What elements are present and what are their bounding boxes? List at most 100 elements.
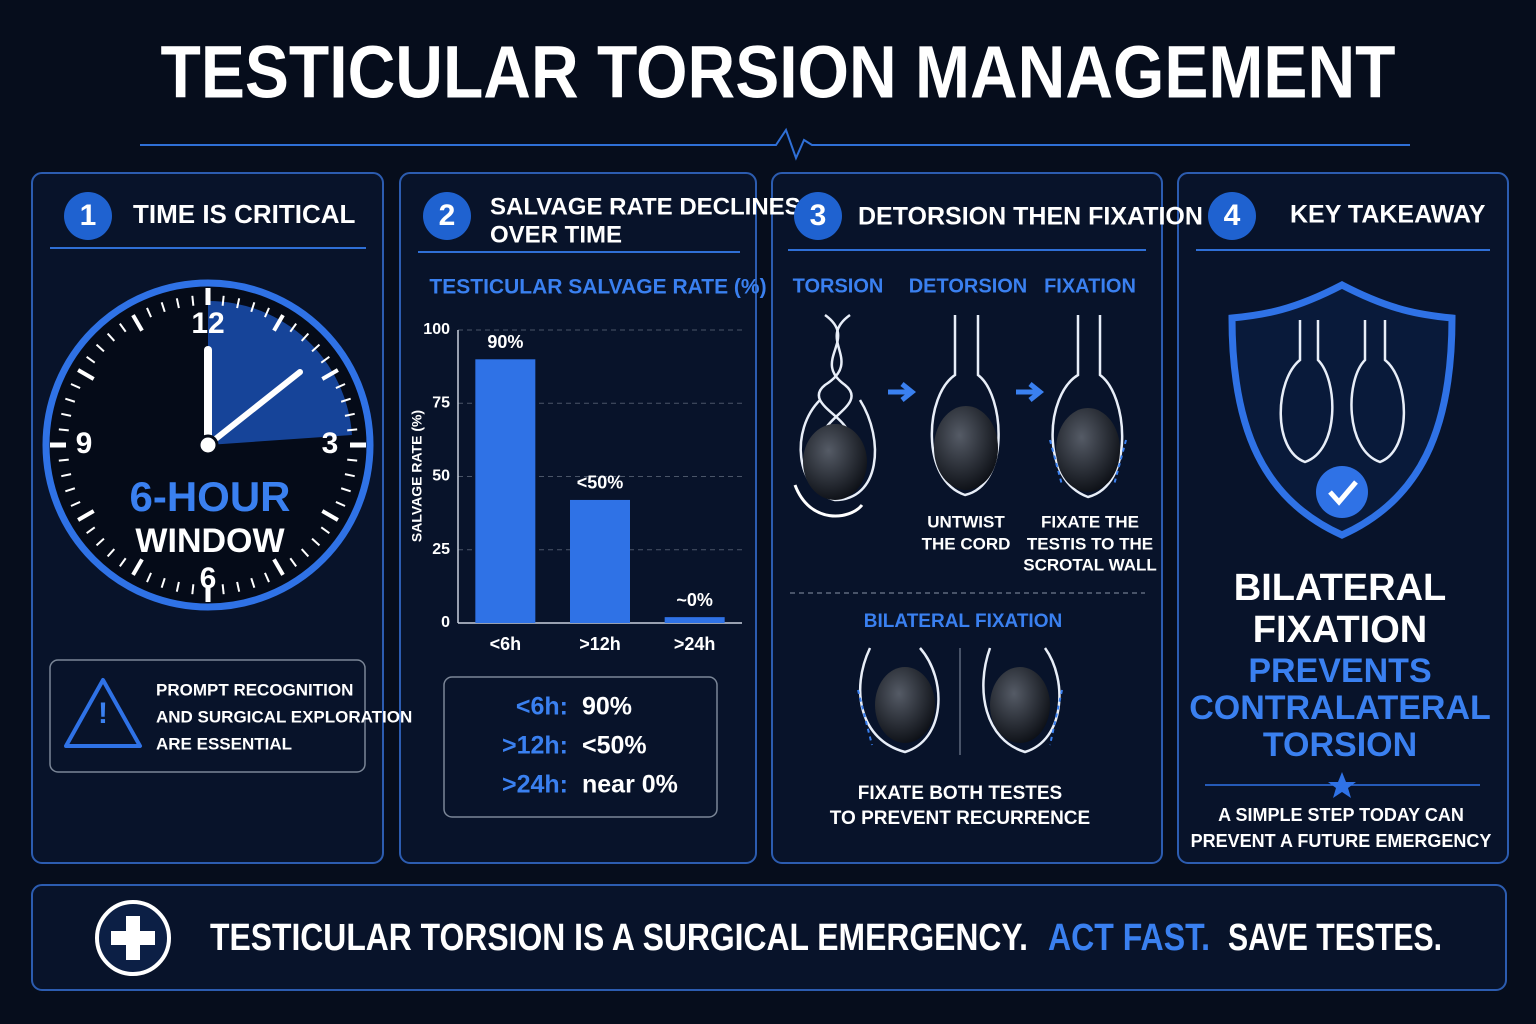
divider (140, 127, 1410, 161)
note: AND SURGICAL EXPLORATION (156, 707, 412, 726)
clock-tick (347, 428, 358, 432)
clock-tick (221, 584, 225, 595)
star-icon (1328, 772, 1356, 798)
panel-number: 2 (439, 199, 456, 232)
takeaway: TORSION (1263, 726, 1417, 764)
takeaway: BILATERAL (1234, 567, 1447, 609)
caption: TO PREVENT RECURRENCE (830, 808, 1090, 829)
banner (31, 884, 1507, 991)
clock-tick (320, 356, 330, 364)
clock-number: 3 (322, 427, 339, 460)
window-label: WINDOW (135, 522, 285, 560)
clock-tick (300, 548, 310, 558)
panel-number: 1 (80, 199, 97, 232)
step-label: TORSION (793, 275, 884, 297)
bar (475, 359, 536, 623)
clock-tick (119, 557, 127, 567)
warning-icon (64, 678, 142, 748)
clock-tick (320, 526, 330, 534)
clock-tick (95, 343, 105, 353)
bar (570, 499, 630, 623)
y-tick-label: 50 (432, 468, 450, 485)
y-tick-label: 100 (423, 321, 450, 338)
y-tick-label: 0 (441, 614, 450, 631)
clock-hands (197, 346, 303, 456)
summary-value: <50% (582, 732, 647, 760)
value-label: ~0% (676, 590, 713, 610)
clock-tick (236, 581, 241, 592)
clock-tick (347, 458, 358, 462)
clock-tick (58, 458, 69, 462)
clock-tick (77, 509, 95, 522)
takeaway: PREVENTS (1248, 652, 1431, 690)
clock-tick (344, 473, 355, 478)
clock-number: 12 (191, 307, 224, 340)
clock-tick (160, 577, 166, 588)
clock-tick (119, 323, 127, 333)
footer: A SIMPLE STEP TODAY CAN (1218, 805, 1464, 825)
y-tick-label: 75 (432, 394, 450, 411)
clock-tick (175, 581, 180, 592)
panel-heading: KEY TAKEAWAY (1290, 201, 1486, 229)
panel-number: 4 (1224, 199, 1241, 232)
panel (771, 172, 1163, 864)
caption: FIXATE THE (1041, 512, 1139, 531)
section-title: BILATERAL FIXATION (864, 611, 1062, 632)
banner-text: SAVE TESTES. (1228, 917, 1442, 959)
value-label: 90% (487, 332, 523, 352)
y-axis-label: SALVAGE RATE (%) (409, 410, 425, 542)
clock-tick (264, 307, 270, 318)
clock-tick (146, 307, 152, 318)
clock-tick (311, 537, 321, 547)
x-tick-label: >24h (674, 634, 716, 654)
takeaway: FIXATION (1253, 609, 1428, 651)
clock-tick (300, 332, 310, 342)
panel-header: 1 TIME IS CRITICAL 2 SALVAGE RATE DECLIN… (50, 192, 1490, 253)
caption: TESTIS TO THE (1027, 534, 1153, 553)
clock-tick (86, 526, 96, 534)
caption: THE CORD (922, 534, 1011, 553)
step-label: FIXATION (1044, 275, 1136, 297)
medical-icon (95, 900, 171, 976)
panel-heading: OVER TIME (490, 221, 622, 248)
takeaway: CONTRALATERAL (1189, 689, 1491, 727)
clock-tick (340, 397, 351, 403)
summary-key: >24h: (502, 771, 568, 799)
banner-text: TESTICULAR TORSION IS A SURGICAL EMERGEN… (210, 917, 1028, 959)
clock-tick (65, 397, 76, 403)
bilateral-illustration (857, 647, 1063, 755)
chart-title: TESTICULAR SALVAGE RATE (%) (429, 276, 766, 299)
bar-chart: 0 25 50 75 100 <6h 90% >12h <50% >24h ~0% (423, 321, 742, 654)
value-label: <50% (577, 473, 624, 493)
clock-tick (131, 314, 144, 332)
clock-tick (250, 302, 256, 313)
window-label: 6-HOUR (129, 473, 290, 520)
clock-tick (106, 548, 116, 558)
clock-tick (65, 487, 76, 493)
clock-tick (340, 487, 351, 493)
clock-tick (311, 343, 321, 353)
warning-icon: ! (98, 697, 108, 730)
step-label: DETORSION (909, 275, 1028, 297)
clock-tick (250, 577, 256, 588)
clock-tick (95, 537, 105, 547)
clock-tick (272, 558, 285, 576)
clock-tick (77, 368, 95, 381)
clock-tick (70, 501, 81, 507)
clock-tick (321, 509, 339, 522)
summary-value: near 0% (582, 771, 678, 799)
clock-tick (58, 428, 69, 432)
caption: UNTWIST (927, 512, 1005, 531)
summary-box (443, 676, 718, 818)
clock-number: 9 (76, 427, 93, 460)
clock-tick (344, 412, 355, 417)
clock-tick (61, 412, 72, 417)
summary-value: 90% (582, 693, 632, 721)
shield-icon (1228, 281, 1456, 539)
page-title: TESTICULAR TORSION MANAGEMENT (161, 31, 1396, 114)
x-tick-label: <6h (490, 634, 522, 654)
clock-tick (106, 332, 116, 342)
banner-text: ACT FAST. (1048, 917, 1210, 959)
note-box (49, 659, 366, 773)
torsion-illustration (793, 313, 1127, 518)
